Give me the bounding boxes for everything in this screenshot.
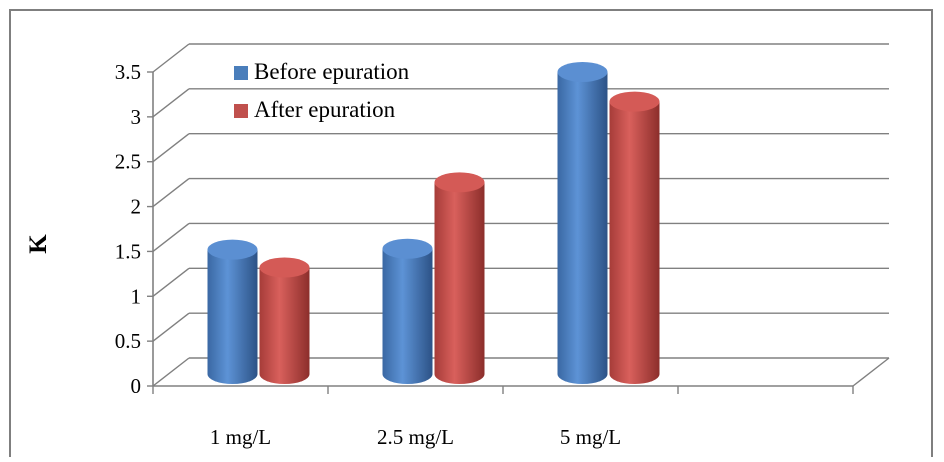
gridline-side xyxy=(152,357,190,387)
bar-body xyxy=(557,71,608,384)
y-tick-label: 1 xyxy=(131,284,142,308)
legend: Before epuration After epuration xyxy=(234,59,410,122)
gridline-side xyxy=(152,43,190,73)
y-tick-label: 1.5 xyxy=(115,239,141,263)
bar-body xyxy=(259,267,310,384)
bar-top xyxy=(259,257,310,278)
bars xyxy=(207,61,660,384)
x-tick-label: 2.5 mg/L xyxy=(377,425,454,449)
gridline-side xyxy=(152,88,190,118)
bar-after-epuration xyxy=(609,91,660,384)
axes: 0 0.5 1 1.5 2 2.5 3 3.5 1 mg/L 2.5 mg/L 5 mg/L xyxy=(115,60,890,449)
bar-body xyxy=(382,248,433,384)
x-tick-label: 5 mg/L xyxy=(560,425,621,449)
y-tick-label: 2.5 xyxy=(115,150,141,174)
bar-after-epuration xyxy=(434,172,485,384)
y-axis-title: K xyxy=(25,234,52,254)
y-tick-label: 3 xyxy=(131,105,142,129)
y-tick-label: 3.5 xyxy=(115,60,141,84)
gridline-side xyxy=(152,312,190,342)
bar-top xyxy=(609,91,660,112)
bar-body xyxy=(434,182,485,384)
bar-after-epuration xyxy=(259,257,310,384)
bar-top xyxy=(557,61,608,82)
legend-label: Before epuration xyxy=(254,59,410,84)
bar-body xyxy=(609,101,660,384)
legend-label: After epuration xyxy=(254,97,396,122)
gridline-side xyxy=(152,222,190,252)
bar-before-epuration xyxy=(207,239,258,384)
gridline-side xyxy=(152,178,190,208)
bar-top xyxy=(382,238,433,259)
legend-swatch xyxy=(234,104,248,118)
bar-before-epuration xyxy=(557,61,608,384)
gridline-side xyxy=(152,133,190,163)
legend-swatch xyxy=(234,66,248,80)
y-tick-label: 0 xyxy=(131,374,142,398)
y-tick-label: 0.5 xyxy=(115,329,141,353)
y-tick-label: 2 xyxy=(131,195,142,219)
x-tick-label: 1 mg/L xyxy=(210,425,271,449)
bar-before-epuration xyxy=(382,238,433,384)
gridline-side xyxy=(152,267,190,297)
bar-body xyxy=(207,249,258,384)
floor-edge xyxy=(852,357,890,387)
bar-top xyxy=(434,172,485,193)
chart-border xyxy=(9,9,933,462)
bar-top xyxy=(207,239,258,260)
